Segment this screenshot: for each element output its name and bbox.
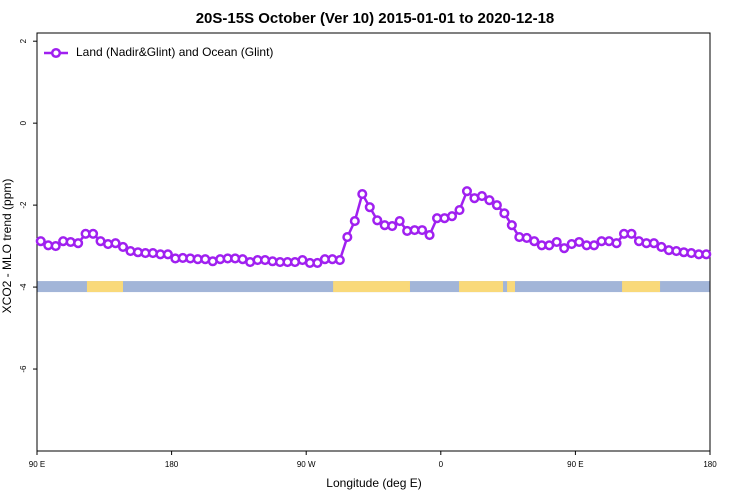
x-tick-label: 90 W — [297, 460, 316, 469]
data-point — [88, 228, 99, 239]
data-point — [117, 241, 129, 252]
land-strip — [86, 281, 123, 293]
x-tick-label: 180 — [703, 460, 717, 469]
data-point — [349, 216, 360, 227]
data-point — [589, 240, 600, 251]
legend-marker — [50, 47, 62, 59]
data-point — [551, 236, 562, 248]
data-point — [626, 228, 637, 239]
data-point — [454, 204, 465, 216]
y-tick-label: -4 — [19, 283, 28, 291]
land-strip — [507, 281, 515, 293]
data-point — [461, 186, 473, 197]
land-strip — [459, 281, 504, 293]
data-point — [162, 249, 173, 260]
data-point — [476, 191, 487, 202]
data-point — [357, 189, 368, 200]
data-point — [491, 200, 502, 211]
data-point — [372, 215, 383, 226]
data-point — [506, 220, 517, 231]
data-point — [499, 208, 510, 219]
y-tick-label: -2 — [19, 201, 28, 209]
data-point — [701, 249, 712, 260]
data-point — [35, 236, 46, 247]
y-tick-label: -6 — [19, 365, 28, 373]
x-tick-label: 90 E — [29, 460, 45, 469]
x-tick-label: 90 E — [567, 460, 583, 469]
x-tick-label: 0 — [439, 460, 444, 469]
data-point — [110, 238, 121, 249]
data-point — [334, 254, 345, 266]
data-point — [559, 243, 570, 254]
land-strip — [333, 281, 410, 293]
data-point — [387, 220, 398, 232]
x-tick-label: 180 — [165, 460, 179, 469]
data-point — [394, 216, 405, 227]
y-tick-label: 0 — [19, 120, 28, 125]
data-point — [342, 232, 353, 243]
data-point — [529, 236, 540, 247]
data-point — [446, 211, 458, 222]
y-axis-label: XCO2 - MLO trend (ppm) — [0, 179, 14, 314]
data-point — [364, 202, 375, 213]
chart-title: 20S-15S October (Ver 10) 2015-01-01 to 2… — [196, 10, 555, 27]
legend-label: Land (Nadir&Glint) and Ocean (Glint) — [76, 45, 273, 59]
data-point — [648, 238, 659, 249]
data-point — [312, 257, 323, 268]
data-point — [73, 238, 84, 249]
land-strip — [622, 281, 661, 293]
data-point — [484, 195, 495, 206]
data-point — [50, 241, 61, 252]
x-axis-label: Longitude (deg E) — [326, 476, 421, 490]
data-point — [611, 238, 622, 249]
data-point — [417, 225, 428, 236]
y-tick-label: 2 — [19, 38, 28, 43]
data-point — [424, 229, 435, 241]
